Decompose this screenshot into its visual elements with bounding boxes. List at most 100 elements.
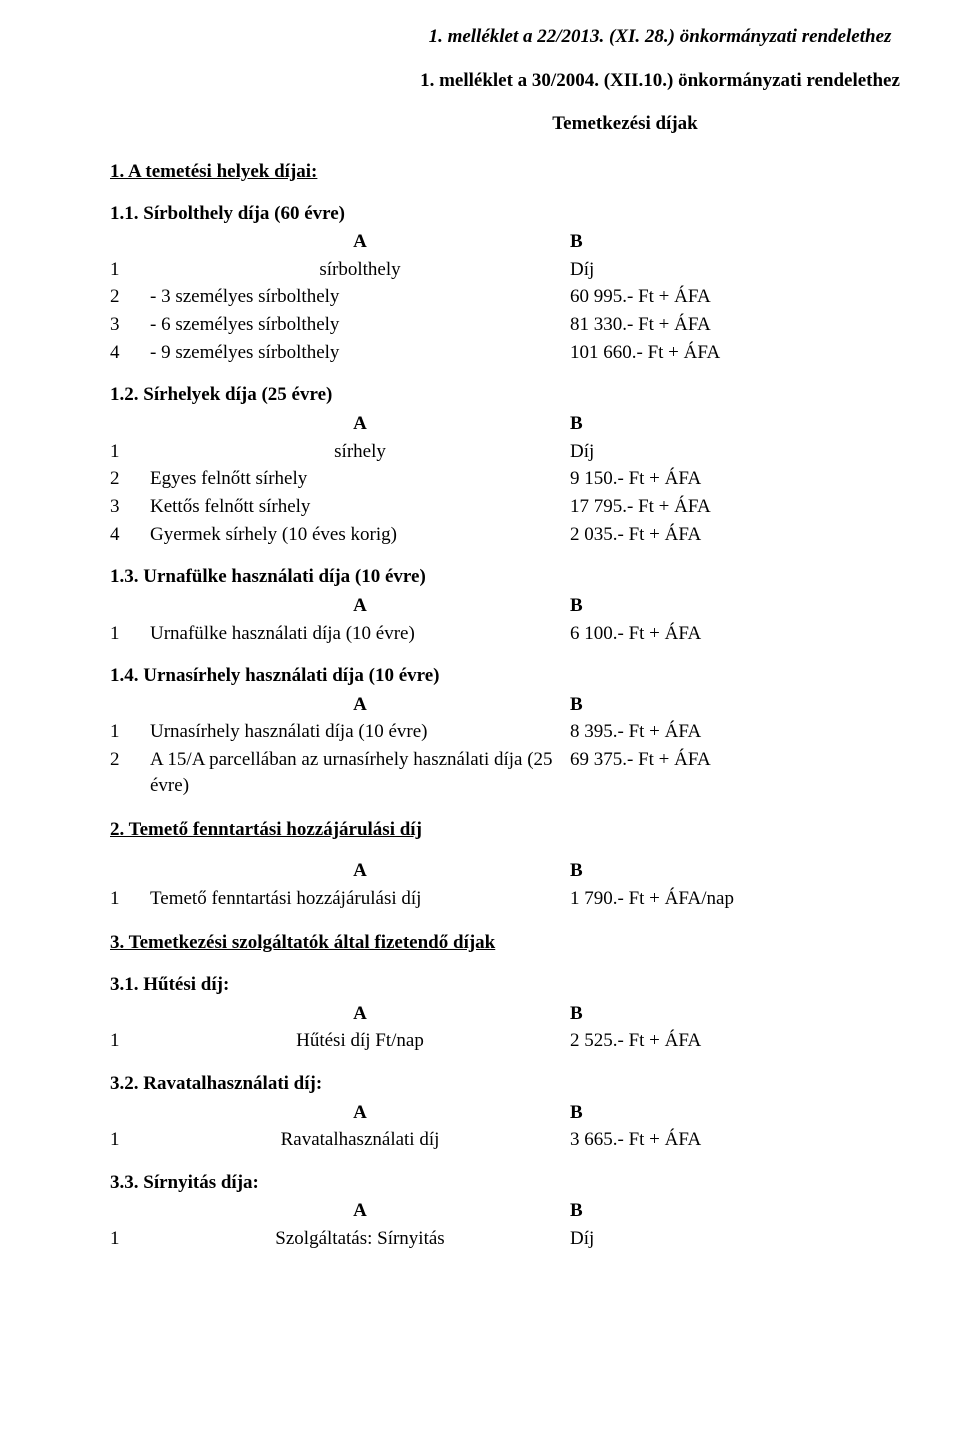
table-row: 2A 15/A parcellában az urnasírhely haszn… <box>110 746 960 799</box>
row-num: 4 <box>110 521 150 549</box>
row-val: Díj <box>570 438 960 466</box>
row-val: 2 035.- Ft + ÁFA <box>570 521 960 549</box>
row-desc: sírbolthely <box>150 256 570 284</box>
table-row: 1Urnafülke használati díja (10 évre)6 10… <box>110 620 960 648</box>
row-num: 4 <box>110 339 150 367</box>
section-3-head: 3. Temetkezési szolgáltatók által fizete… <box>110 930 960 956</box>
table-row: 1Urnasírhely használati díja (10 évre)8 … <box>110 718 960 746</box>
subsection-13-head: 1.3. Urnafülke használati díja (10 évre) <box>110 564 960 590</box>
row-num: 1 <box>110 620 150 648</box>
row-num: 3 <box>110 493 150 521</box>
row-val: 3 665.- Ft + ÁFA <box>570 1126 960 1154</box>
section-2-head: 2. Temető fenntartási hozzájárulási díj <box>110 817 960 843</box>
table-row: 1sírbolthelyDíj <box>110 256 960 284</box>
row-val: 2 525.- Ft + ÁFA <box>570 1027 960 1055</box>
table-row: 1sírhelyDíj <box>110 438 960 466</box>
col-a-label: A <box>150 228 570 256</box>
table-31: A B 1Hűtési díj Ft/nap2 525.- Ft + ÁFA <box>110 1000 960 1055</box>
row-desc: Urnasírhely használati díja (10 évre) <box>150 718 570 746</box>
row-val: 81 330.- Ft + ÁFA <box>570 311 960 339</box>
row-desc: Temető fenntartási hozzájárulási díj <box>150 885 570 913</box>
col-b-label: B <box>570 228 960 256</box>
col-b-label: B <box>570 1197 960 1225</box>
table-33: A B 1Szolgáltatás: SírnyitásDíj <box>110 1197 960 1252</box>
subsection-14-head: 1.4. Urnasírhely használati díja (10 évr… <box>110 663 960 689</box>
table-header-row: A B <box>110 410 960 438</box>
row-desc: sírhely <box>150 438 570 466</box>
table-row: 2- 3 személyes sírbolthely60 995.- Ft + … <box>110 283 960 311</box>
col-a-label: A <box>150 691 570 719</box>
row-val: 60 995.- Ft + ÁFA <box>570 283 960 311</box>
row-desc: - 6 személyes sírbolthely <box>150 311 570 339</box>
row-desc: - 9 személyes sírbolthely <box>150 339 570 367</box>
table-row: 1Temető fenntartási hozzájárulási díj1 7… <box>110 885 960 913</box>
subsection-12-head: 1.2. Sírhelyek díja (25 évre) <box>110 382 960 408</box>
col-a-label: A <box>150 592 570 620</box>
row-num: 1 <box>110 1027 150 1055</box>
table-13: A B 1Urnafülke használati díja (10 évre)… <box>110 592 960 647</box>
row-num: 1 <box>110 718 150 746</box>
row-val: Díj <box>570 256 960 284</box>
title-sub: 1. melléklet a 30/2004. (XII.10.) önkorm… <box>250 68 960 94</box>
table-header-row: A B <box>110 691 960 719</box>
row-desc: - 3 személyes sírbolthely <box>150 283 570 311</box>
row-val: 69 375.- Ft + ÁFA <box>570 746 960 799</box>
title-center: Temetkezési díjak <box>180 111 960 137</box>
subsection-32-head: 3.2. Ravatalhasználati díj: <box>110 1071 960 1097</box>
row-num: 1 <box>110 438 150 466</box>
row-desc: Egyes felnőtt sírhely <box>150 465 570 493</box>
col-a-label: A <box>150 857 570 885</box>
section-1-head: 1. A temetési helyek díjai: <box>110 159 960 185</box>
row-desc: Szolgáltatás: Sírnyitás <box>150 1225 570 1253</box>
row-val: 6 100.- Ft + ÁFA <box>570 620 960 648</box>
table-row: 3- 6 személyes sírbolthely81 330.- Ft + … <box>110 311 960 339</box>
subsection-31-head: 3.1. Hűtési díj: <box>110 972 960 998</box>
col-b-label: B <box>570 1099 960 1127</box>
col-b-label: B <box>570 857 960 885</box>
row-num: 1 <box>110 1225 150 1253</box>
col-b-label: B <box>570 410 960 438</box>
row-desc: Hűtési díj Ft/nap <box>150 1027 570 1055</box>
table-header-row: A B <box>110 1197 960 1225</box>
table-row: 2Egyes felnőtt sírhely9 150.- Ft + ÁFA <box>110 465 960 493</box>
row-num: 1 <box>110 256 150 284</box>
table-header-row: A B <box>110 1000 960 1028</box>
row-num: 1 <box>110 1126 150 1154</box>
row-val: 17 795.- Ft + ÁFA <box>570 493 960 521</box>
table-row: 3Kettős felnőtt sírhely17 795.- Ft + ÁFA <box>110 493 960 521</box>
row-val: Díj <box>570 1225 960 1253</box>
table-11: A B 1sírbolthelyDíj 2- 3 személyes sírbo… <box>110 228 960 366</box>
subsection-11-head: 1.1. Sírbolthely díja (60 évre) <box>110 201 960 227</box>
col-b-label: B <box>570 592 960 620</box>
row-val: 1 790.- Ft + ÁFA/nap <box>570 885 960 913</box>
row-num: 3 <box>110 311 150 339</box>
table-row: 1Ravatalhasználati díj3 665.- Ft + ÁFA <box>110 1126 960 1154</box>
row-desc: Gyermek sírhely (10 éves korig) <box>150 521 570 549</box>
table-header-row: A B <box>110 592 960 620</box>
row-num: 1 <box>110 885 150 913</box>
row-val: 101 660.- Ft + ÁFA <box>570 339 960 367</box>
row-desc: Ravatalhasználati díj <box>150 1126 570 1154</box>
col-a-label: A <box>150 1000 570 1028</box>
table-12: A B 1sírhelyDíj 2Egyes felnőtt sírhely9 … <box>110 410 960 548</box>
table-14: A B 1Urnasírhely használati díja (10 évr… <box>110 691 960 800</box>
row-desc: Urnafülke használati díja (10 évre) <box>150 620 570 648</box>
row-val: 8 395.- Ft + ÁFA <box>570 718 960 746</box>
subsection-33-head: 3.3. Sírnyitás díja: <box>110 1170 960 1196</box>
table-32: A B 1Ravatalhasználati díj3 665.- Ft + Á… <box>110 1099 960 1154</box>
col-a-label: A <box>150 410 570 438</box>
table-row: 1Hűtési díj Ft/nap2 525.- Ft + ÁFA <box>110 1027 960 1055</box>
col-b-label: B <box>570 1000 960 1028</box>
row-num: 2 <box>110 465 150 493</box>
table-row: 1Szolgáltatás: SírnyitásDíj <box>110 1225 960 1253</box>
table-2: A B 1Temető fenntartási hozzájárulási dí… <box>110 857 960 912</box>
col-b-label: B <box>570 691 960 719</box>
row-desc: A 15/A parcellában az urnasírhely haszná… <box>150 746 570 799</box>
table-header-row: A B <box>110 228 960 256</box>
table-row: 4Gyermek sírhely (10 éves korig)2 035.- … <box>110 521 960 549</box>
table-row: 4- 9 személyes sírbolthely101 660.- Ft +… <box>110 339 960 367</box>
col-a-label: A <box>150 1197 570 1225</box>
table-header-row: A B <box>110 857 960 885</box>
title-main: 1. melléklet a 22/2013. (XI. 28.) önkorm… <box>250 24 960 50</box>
table-header-row: A B <box>110 1099 960 1127</box>
